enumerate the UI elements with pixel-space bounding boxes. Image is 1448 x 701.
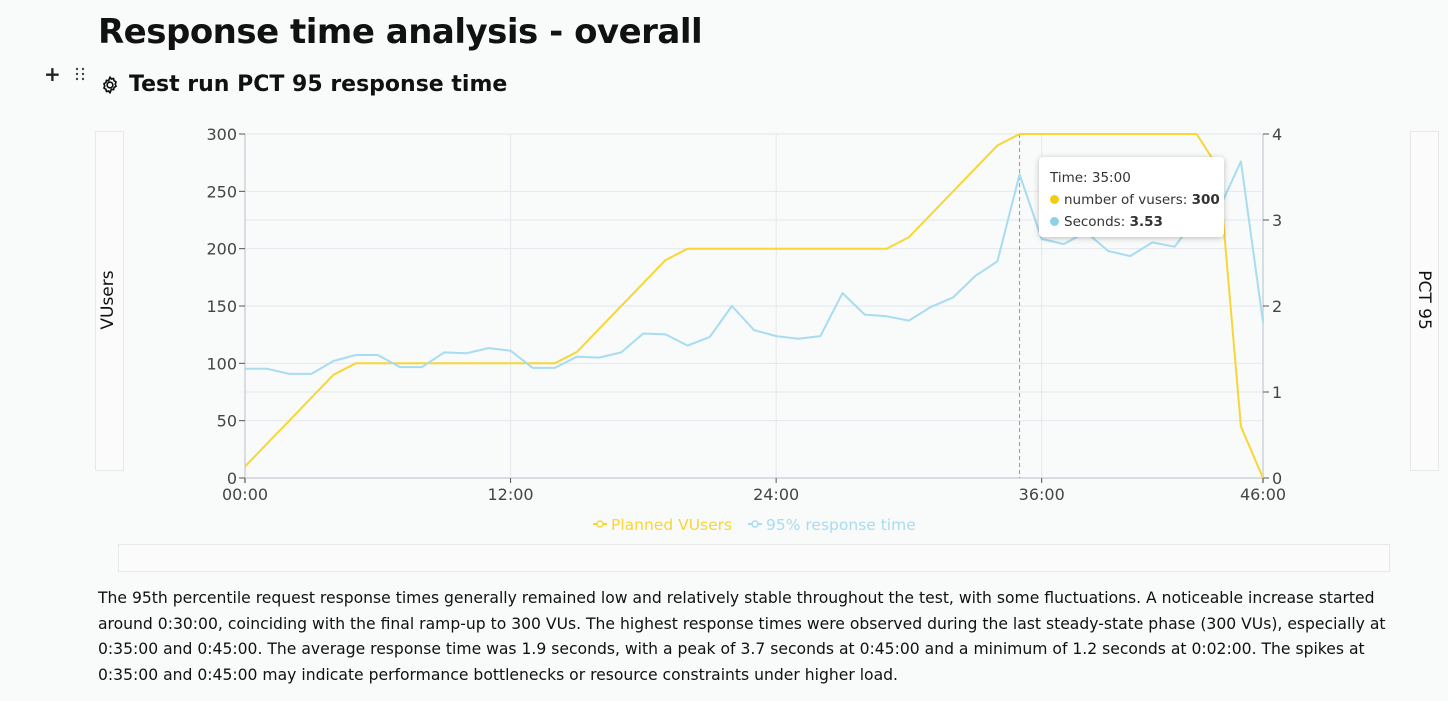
y-left-tick-label: 200 <box>206 240 237 259</box>
x-tick-label: 00:00 <box>222 485 268 504</box>
y-left-tick-label: 50 <box>217 412 237 431</box>
x-tick-label: 46:00 <box>1240 485 1286 504</box>
series-line-planned-vusers <box>244 133 1264 479</box>
legend-planned-vusers: Planned VUsers <box>611 516 732 534</box>
y-left-tick-label: 150 <box>206 297 237 316</box>
section-title: Test run PCT 95 response time <box>129 72 508 97</box>
block-controls: + <box>44 64 85 84</box>
y-right-tick-label: 0 <box>1272 469 1282 488</box>
chart-caption-bar[interactable] <box>118 544 1390 572</box>
legend-response-time-marker <box>751 520 759 528</box>
x-tick-label: 36:00 <box>1019 485 1065 504</box>
tooltip-vusers-label: number of vusers: <box>1064 192 1192 208</box>
analysis-description: The 95th percentile request response tim… <box>98 589 1386 684</box>
legend-planned-vusers-marker <box>596 520 604 528</box>
seconds-dot-icon <box>1050 217 1059 226</box>
response-time-chart: 0 50 100 150 200 250 300 0 1 2 3 4 00:00 12:00 24:00 36… <box>206 125 1286 534</box>
vusers-dot-icon <box>1050 195 1059 204</box>
tooltip-seconds-value: 3.53 <box>1129 214 1163 230</box>
y-left-tick-label: 100 <box>206 354 237 373</box>
tooltip-vusers-row: number of vusers: 300 <box>1050 189 1220 211</box>
tooltip-vusers-value: 300 <box>1191 192 1220 208</box>
right-axis-panel <box>1410 131 1439 471</box>
x-tick-label: 24:00 <box>753 485 799 504</box>
tooltip-time: Time: 35:00 <box>1050 170 1131 186</box>
plus-icon[interactable]: + <box>44 62 61 86</box>
chart-tooltip: Time: 35:00 number of vusers: 300 Second… <box>1039 157 1224 237</box>
page-title: Response time analysis - overall <box>98 12 703 52</box>
y-right-tick-label: 3 <box>1272 211 1282 230</box>
y-right-tick-label: 1 <box>1272 383 1282 402</box>
drag-handle-icon[interactable] <box>75 67 85 81</box>
y-left-tick-label: 250 <box>206 182 237 201</box>
x-tick-label: 12:00 <box>488 485 534 504</box>
legend-response-time: 95% response time <box>766 516 916 534</box>
y-left-tick-label: 300 <box>206 125 237 144</box>
left-axis-panel <box>95 131 124 471</box>
section-header: Test run PCT 95 response time <box>100 72 507 97</box>
y-left-tick-label: 0 <box>227 469 237 488</box>
tooltip-seconds-label: Seconds: <box>1064 214 1130 230</box>
gear-icon[interactable] <box>100 75 120 95</box>
y-right-tick-label: 2 <box>1272 297 1282 316</box>
tooltip-seconds-row: Seconds: 3.53 <box>1050 211 1213 233</box>
y-right-tick-label: 4 <box>1272 125 1282 144</box>
series-line-response-time <box>245 160 1264 375</box>
